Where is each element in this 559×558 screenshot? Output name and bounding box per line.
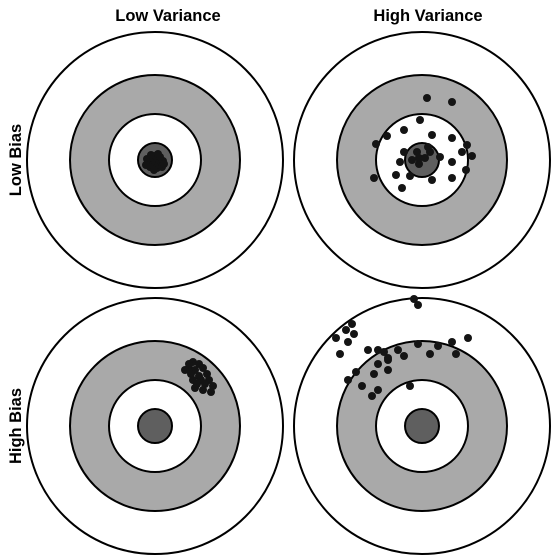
column-header-high-variance: High Variance [373,7,483,25]
shot-point [406,382,414,390]
shot-point [448,98,456,106]
shot-point [181,366,189,374]
shot-point [448,158,456,166]
shot-point [400,126,408,134]
target-high-bias-high-variance [293,295,551,555]
shot-point [462,166,470,174]
shot-point [464,334,472,342]
shot-point [374,360,382,368]
shot-point [154,150,162,158]
shot-point [392,171,400,179]
shot-point [348,320,356,328]
shot-point [410,295,418,303]
shot-point [414,340,422,348]
shot-point [384,366,392,374]
shot-point [423,94,431,102]
shot-point [408,156,416,164]
shot-point [191,384,199,392]
shot-point [384,356,392,364]
shot-point [142,161,150,169]
shot-point [463,141,471,149]
shot-point [342,326,350,334]
shot-point [150,166,158,174]
bullseye [404,408,440,444]
shot-point [364,346,372,354]
shot-point [396,158,404,166]
shot-point [199,386,207,394]
shot-point [426,148,434,156]
shot-point [336,350,344,358]
shot-point [380,348,388,356]
shot-point [344,376,352,384]
shot-point [400,352,408,360]
shot-point [207,388,215,396]
shot-point [368,392,376,400]
shot-point [160,160,168,168]
shot-point [400,148,408,156]
shot-point [452,350,460,358]
shot-point [358,382,366,390]
shot-point [458,148,466,156]
shot-point [398,184,406,192]
shot-point [428,176,436,184]
shot-point [394,346,402,354]
target-low-bias-low-variance [26,31,284,289]
shot-point [426,350,434,358]
target-low-bias-high-variance [293,31,551,289]
shot-point [414,301,422,309]
shot-point [199,364,207,372]
shot-point [415,160,423,168]
shot-point [332,334,340,342]
shot-point [344,338,352,346]
shot-point [350,330,358,338]
shot-point [383,132,391,140]
shot-point [372,140,380,148]
shot-point [352,368,360,376]
shot-point [448,134,456,142]
target-high-bias-low-variance [26,297,284,555]
shot-point [374,386,382,394]
column-header-low-variance: Low Variance [115,7,221,25]
shot-point [147,151,155,159]
bullseye [137,408,173,444]
shot-point [406,172,414,180]
shot-point [468,152,476,160]
shot-point [448,174,456,182]
shot-point [428,131,436,139]
shot-point [370,370,378,378]
shot-point [415,154,423,162]
shot-point [448,338,456,346]
shot-point [185,360,193,368]
shot-point [416,116,424,124]
shot-point [370,174,378,182]
shot-point [436,153,444,161]
shot-point [421,154,429,162]
shot-point [434,342,442,350]
